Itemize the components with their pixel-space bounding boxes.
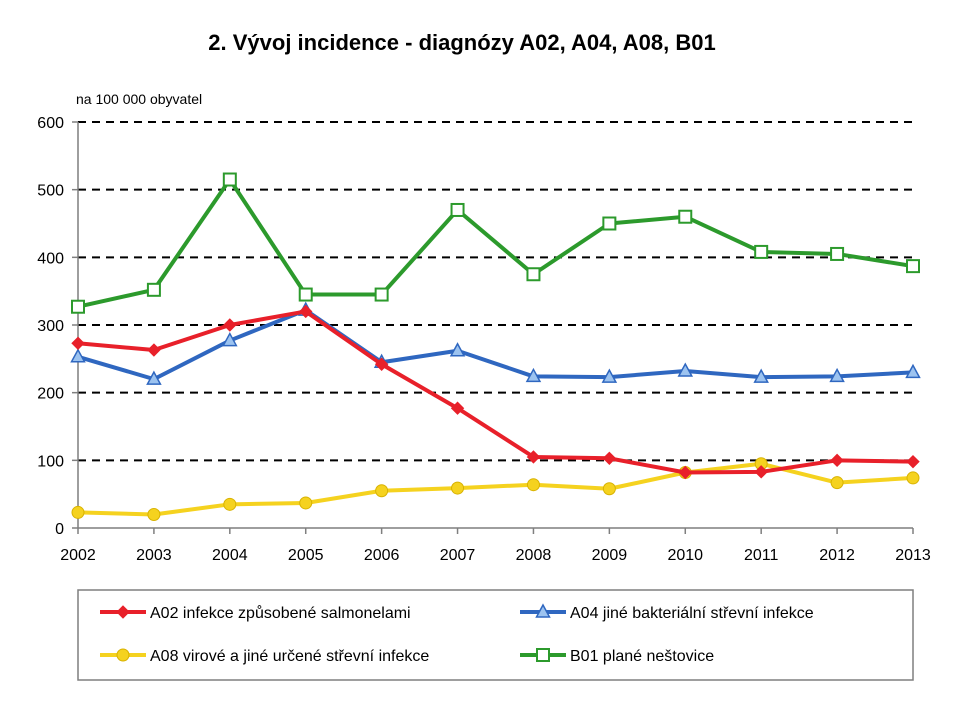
series-0: [71, 304, 920, 480]
series-3-point-2006: [374, 287, 389, 302]
series-3-point-2012: [830, 246, 845, 261]
series-3-point-2010: [678, 209, 693, 224]
legend-swatch-marker-1: [535, 603, 551, 618]
series-2-point-2007: [451, 481, 465, 495]
legend-swatch-marker-0: [116, 605, 130, 619]
series-1: [70, 301, 921, 385]
series-3-point-2004: [222, 172, 237, 187]
y-unit-label: na 100 000 obyvatel: [76, 91, 202, 107]
series-0-point-2007: [450, 401, 465, 415]
legend-swatch-marker-2: [116, 648, 130, 662]
series-1-point-2007: [449, 342, 466, 357]
series-3-point-2008: [526, 267, 541, 282]
series-2-line: [77, 461, 914, 517]
legend-entry-1: A04 jiné bakteriální střevní infekce: [520, 603, 814, 622]
series-2-point-2005: [299, 496, 313, 510]
series-0-point-2012: [830, 453, 844, 468]
series-1-point-2003: [146, 370, 162, 385]
series-3-point-2007: [450, 202, 465, 217]
y-tick-label-100: 100: [37, 453, 64, 470]
y-tick-label-0: 0: [55, 521, 64, 538]
series-3-point-2009: [602, 216, 617, 231]
legend-entry-0: A02 infekce způsobené salmonelami: [100, 604, 411, 622]
series-0-point-2011: [754, 465, 768, 479]
series-1-point-2012: [829, 367, 845, 383]
series-3-point-2002: [71, 299, 85, 314]
series-layer: [70, 172, 921, 521]
series-1-point-2009: [601, 368, 618, 383]
x-tick-label-2012: 2012: [819, 547, 855, 564]
series-2-point-2004: [223, 497, 237, 511]
series-0-point-2010: [678, 465, 692, 480]
y-tick-label-200: 200: [37, 386, 64, 403]
series-2-point-2013: [906, 471, 920, 485]
series-2-point-2012: [830, 476, 844, 490]
series-0-point-2013: [906, 454, 920, 469]
x-tick-label-2003: 2003: [136, 547, 172, 564]
chart-title: 2. Vývoj incidence - diagnózy A02, A04, …: [208, 30, 715, 55]
x-tick-label-2013: 2013: [895, 547, 931, 564]
series-0-point-2004: [223, 318, 237, 332]
legend-box: [77, 589, 914, 681]
series-3: [71, 172, 920, 314]
series-2-point-2008: [526, 478, 540, 492]
series-2-point-2006: [375, 484, 389, 498]
series-2-point-2002: [71, 505, 85, 519]
series-3-point-2005: [298, 287, 313, 302]
series-3-point-2003: [146, 282, 161, 297]
legend-label-2: A08 virové a jiné určené střevní infekce: [150, 648, 429, 665]
legend-swatch-marker-3: [536, 648, 550, 662]
y-tick-label-300: 300: [37, 318, 64, 335]
series-2-point-2009: [602, 482, 616, 496]
legend-label-3: B01 plané neštovice: [570, 648, 714, 665]
x-tick-label-2004: 2004: [212, 547, 248, 564]
legend-entry-2: A08 virové a jiné určené střevní infekce: [100, 648, 429, 665]
x-tick-label-2011: 2011: [744, 547, 779, 564]
series-0-line: [77, 309, 914, 475]
x-tick-label-2010: 2010: [667, 547, 703, 564]
y-tick-label-600: 600: [37, 115, 64, 132]
series-3-point-2011: [754, 244, 769, 259]
x-tick-label-2009: 2009: [592, 547, 628, 564]
series-0-point-2003: [147, 343, 161, 357]
x-tick-label-2008: 2008: [516, 547, 552, 564]
series-0-point-2005: [299, 304, 313, 319]
series-1-point-2004: [222, 331, 238, 347]
series-3-line: [77, 177, 914, 309]
legend: A02 infekce způsobené salmonelami A04 jin…: [77, 589, 914, 681]
legend-entry-3: B01 plané neštovice: [520, 648, 714, 665]
series-1-line: [77, 308, 914, 382]
x-tick-label-2006: 2006: [364, 547, 400, 564]
series-1-point-2010: [677, 362, 694, 377]
series-2-point-2003: [147, 507, 161, 521]
series-0-point-2002: [71, 336, 85, 350]
series-0-point-2006: [374, 357, 389, 371]
series-0-point-2009: [602, 451, 617, 466]
series-1-point-2011: [753, 368, 769, 383]
legend-label-1: A04 jiné bakteriální střevní infekce: [570, 605, 814, 622]
series-3-point-2013: [906, 259, 920, 274]
legend-label-0: A02 infekce způsobené salmonelami: [150, 604, 411, 622]
x-tick-label-2007: 2007: [440, 547, 476, 564]
series-1-point-2008: [525, 367, 542, 383]
series-1-point-2013: [905, 363, 921, 379]
grid-lines: [78, 121, 913, 462]
series-1-point-2002: [70, 348, 86, 363]
series-0-point-2008: [526, 450, 541, 464]
x-tick-label-2002: 2002: [60, 547, 96, 564]
y-tick-label-400: 400: [37, 250, 64, 267]
axes: 0 100 200 300 400 500 600 2002 2003 2004 2005 2006 2…: [37, 115, 931, 564]
x-tick-label-2005: 2005: [288, 547, 324, 564]
y-tick-label-500: 500: [37, 183, 64, 200]
